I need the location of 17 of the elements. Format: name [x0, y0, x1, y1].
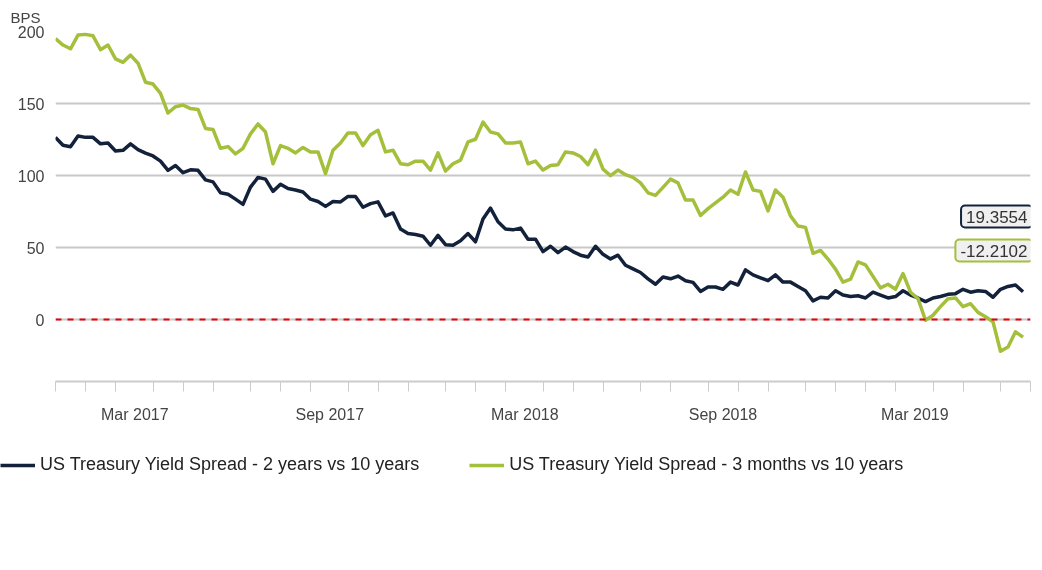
legend-label: US Treasury Yield Spread - 3 months vs 10 years [509, 454, 904, 475]
y-tick-label: 100 [17, 167, 45, 185]
line-series [55, 32, 1025, 353]
x-tick-label: Sep 2017 [295, 405, 365, 423]
annotation: 19.3554 [966, 207, 1028, 227]
y-tick-label: 0 [35, 311, 45, 329]
x-tick-label: Sep 2018 [688, 405, 758, 423]
y-tick-label: 200 [17, 23, 45, 41]
line-series [55, 134, 1025, 304]
y-axis-title: BPS [10, 8, 41, 26]
y-tick-label: 150 [17, 95, 45, 113]
x-tick-label: Mar 2018 [490, 405, 559, 423]
x-tick-label: Mar 2019 [880, 405, 949, 423]
legend-label: US Treasury Yield Spread - 2 years vs 10 years [40, 454, 420, 475]
y-tick-label: 50 [26, 239, 45, 257]
annotation: -12.2102 [960, 241, 1028, 261]
x-tick-label: Mar 2017 [100, 405, 169, 423]
